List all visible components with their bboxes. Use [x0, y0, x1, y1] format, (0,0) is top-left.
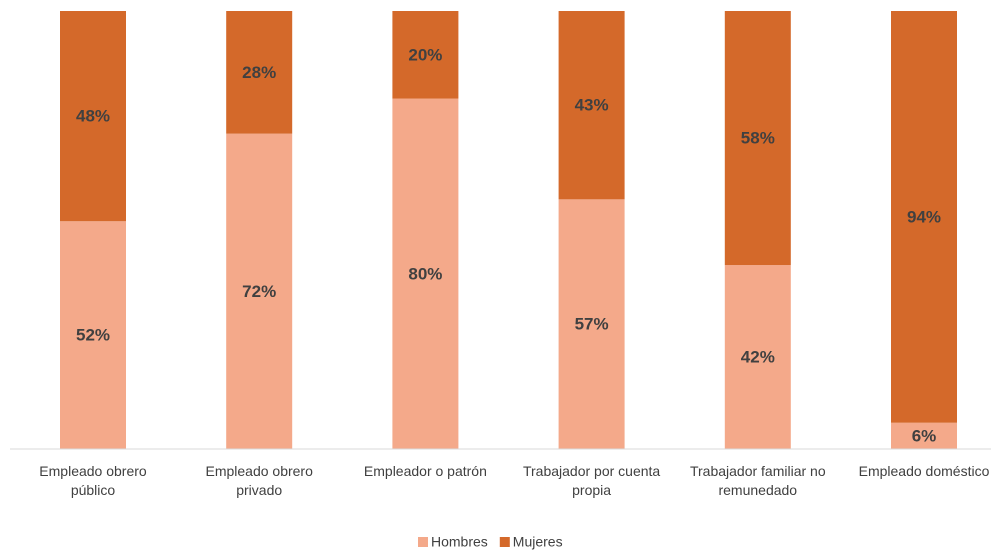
x-tick-label: Empleado obrero privado — [205, 463, 313, 498]
value-label: 28% — [242, 63, 276, 82]
x-tick-label: Trabajador familiar no remunedado — [689, 463, 826, 498]
bar-segment — [891, 422, 957, 449]
legend-label: Hombres — [431, 534, 488, 550]
value-label: 20% — [408, 45, 442, 64]
legend-label: Mujeres — [513, 534, 563, 550]
bar-segment — [724, 265, 791, 449]
value-label: 72% — [242, 282, 276, 301]
bar-segment — [558, 199, 625, 449]
value-label: 42% — [741, 348, 775, 367]
x-tick-label: Empleado obrero público — [39, 463, 147, 498]
x-tick-label: Empleador o patrón — [363, 463, 487, 479]
bar-segment — [558, 11, 625, 200]
value-label: 43% — [575, 96, 609, 115]
bar-segment — [60, 221, 126, 449]
value-label: 80% — [408, 264, 442, 283]
bar-segment — [226, 11, 293, 134]
bar-segment — [392, 11, 459, 99]
bar-segment — [392, 98, 459, 449]
value-label: 6% — [912, 426, 937, 445]
legend-swatch — [418, 537, 428, 547]
value-label: 48% — [76, 107, 110, 126]
value-label: 52% — [76, 326, 110, 345]
value-label: 94% — [907, 207, 941, 226]
legend-swatch — [499, 537, 510, 547]
bar-segment — [60, 11, 126, 222]
x-tick-label: Trabajador por cuenta propia — [522, 463, 661, 498]
x-tick-label: Empleado doméstico — [858, 463, 990, 479]
bar-segment — [226, 133, 293, 449]
bar-segment — [724, 11, 791, 266]
bar-segment — [891, 11, 957, 423]
value-label: 57% — [575, 315, 609, 334]
value-label: 58% — [741, 129, 775, 148]
